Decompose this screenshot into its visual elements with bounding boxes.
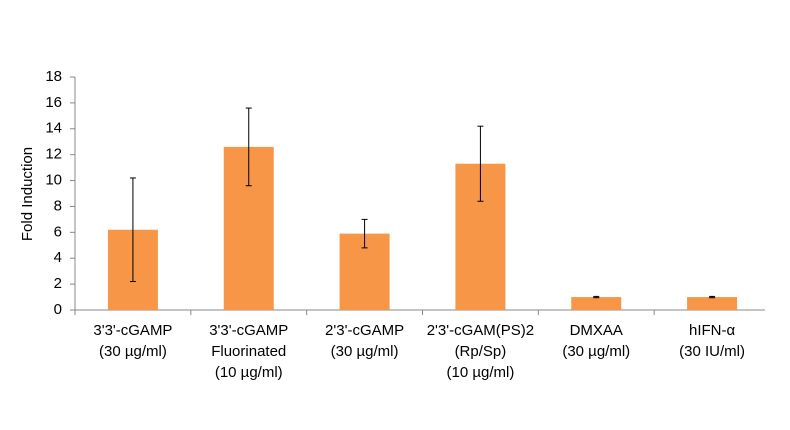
- x-tick-label: hIFN-α: [689, 322, 736, 339]
- x-tick-label: (30 µg/ml): [562, 343, 630, 360]
- x-tick-label: Fluorinated: [211, 343, 286, 360]
- bar: [687, 297, 738, 310]
- x-tick-label: (30 µg/ml): [99, 343, 167, 360]
- y-tick-label: 12: [45, 146, 62, 163]
- x-tick-label: (30 IU/ml): [679, 343, 745, 360]
- y-tick-label: 10: [45, 172, 62, 189]
- y-axis-label: Fold Induction: [19, 147, 36, 241]
- x-tick-label: (30 µg/ml): [331, 343, 399, 360]
- x-tick-label: 2'3'-cGAMP: [325, 322, 404, 339]
- x-tick-label: 2'3'-cGAM(PS)2: [427, 322, 534, 339]
- x-tick-label: (Rp/Sp): [455, 343, 507, 360]
- y-tick-label: 6: [54, 223, 62, 240]
- x-tick-label: (10 µg/ml): [215, 364, 283, 381]
- x-tick-label: 3'3'-cGAMP: [209, 322, 288, 339]
- bar: [571, 297, 622, 310]
- y-tick-label: 2: [54, 275, 62, 292]
- y-tick-label: 14: [45, 120, 62, 137]
- x-tick-label: (10 µg/ml): [447, 364, 515, 381]
- x-tick-label: 3'3'-cGAMP: [93, 322, 172, 339]
- y-tick-label: 4: [54, 249, 62, 266]
- y-tick-label: 8: [54, 197, 62, 214]
- y-tick-label: 18: [45, 68, 62, 85]
- x-tick-label: DMXAA: [570, 322, 623, 339]
- y-tick-label: 16: [45, 94, 62, 111]
- y-tick-label: 0: [54, 301, 62, 318]
